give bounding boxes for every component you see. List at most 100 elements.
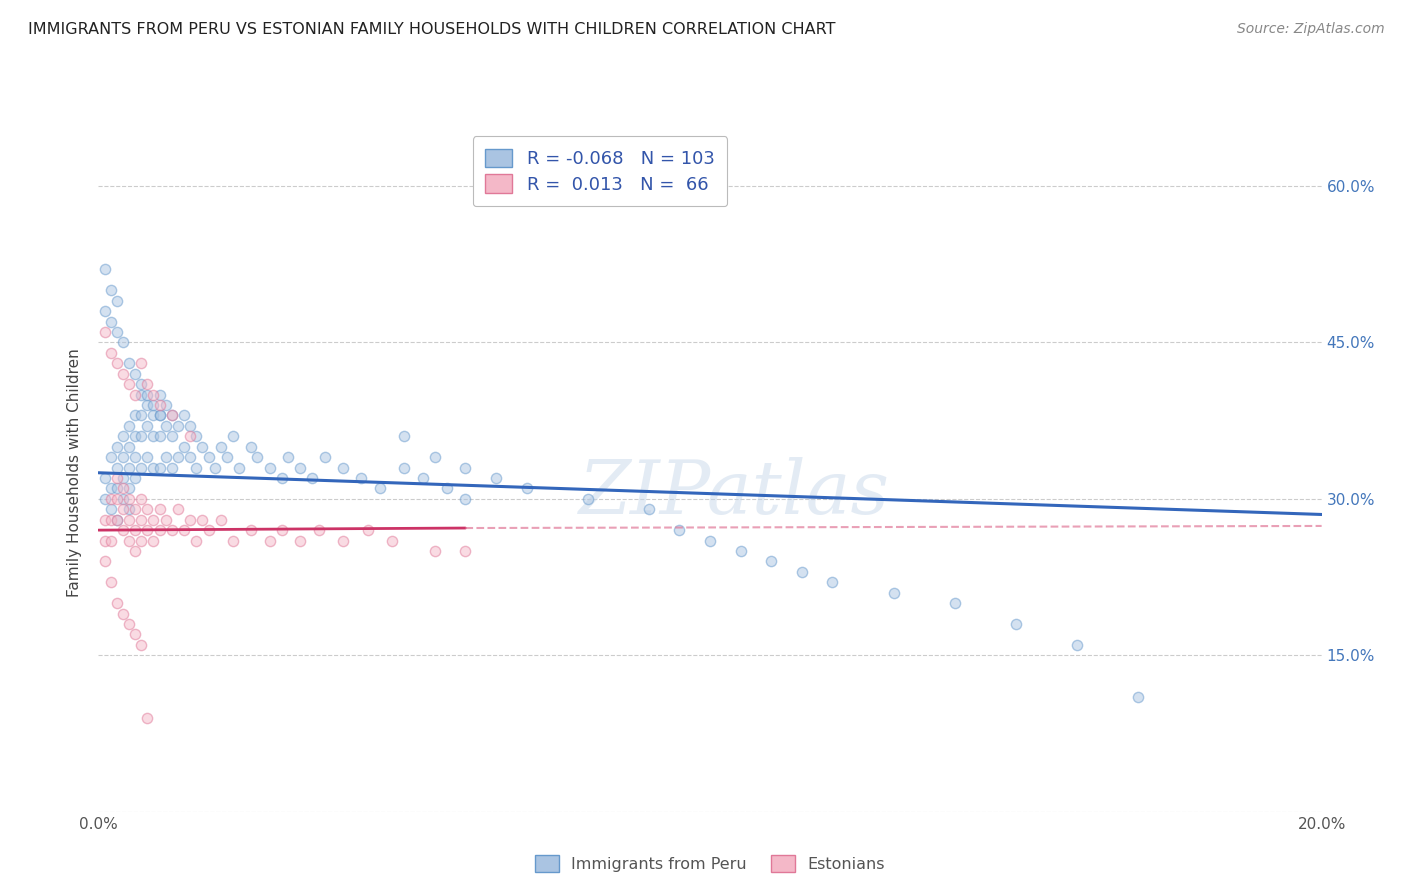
Point	[93, 533, 115, 548]
Point	[149, 502, 172, 516]
Point	[100, 346, 122, 360]
Point	[100, 513, 122, 527]
Point	[454, 460, 477, 475]
Point	[118, 533, 141, 548]
Point	[167, 502, 190, 516]
Point	[136, 450, 159, 464]
Point	[100, 491, 122, 506]
Point	[240, 440, 263, 454]
Point	[118, 482, 141, 496]
Point	[368, 482, 391, 496]
Point	[118, 502, 141, 516]
Point	[105, 491, 128, 506]
Legend: Immigrants from Peru, Estonians: Immigrants from Peru, Estonians	[529, 849, 891, 879]
Point	[160, 523, 183, 537]
Point	[124, 450, 146, 464]
Point	[129, 429, 152, 443]
Point	[228, 460, 250, 475]
Point	[100, 314, 122, 328]
Point	[100, 450, 122, 464]
Point	[118, 513, 141, 527]
Point	[516, 482, 538, 496]
Point	[149, 409, 172, 423]
Point	[129, 356, 152, 370]
Point	[118, 460, 141, 475]
Point	[436, 482, 458, 496]
Point	[105, 471, 128, 485]
Point	[204, 460, 226, 475]
Point	[308, 523, 330, 537]
Point	[100, 575, 122, 590]
Point	[943, 596, 966, 610]
Point	[730, 544, 752, 558]
Point	[118, 418, 141, 433]
Point	[118, 491, 141, 506]
Point	[149, 409, 172, 423]
Point	[222, 429, 245, 443]
Point	[124, 471, 146, 485]
Point	[149, 387, 172, 401]
Point	[1004, 617, 1026, 632]
Point	[215, 450, 238, 464]
Point	[270, 471, 292, 485]
Text: Source: ZipAtlas.com: Source: ZipAtlas.com	[1237, 22, 1385, 37]
Point	[129, 409, 152, 423]
Point	[105, 356, 128, 370]
Point	[160, 409, 183, 423]
Point	[259, 533, 281, 548]
Point	[111, 450, 134, 464]
Point	[197, 450, 219, 464]
Point	[149, 398, 172, 412]
Point	[118, 440, 141, 454]
Point	[136, 502, 159, 516]
Point	[179, 418, 201, 433]
Point	[100, 482, 122, 496]
Point	[93, 554, 115, 568]
Point	[129, 377, 152, 392]
Point	[173, 440, 195, 454]
Point	[129, 638, 152, 652]
Point	[155, 418, 177, 433]
Point	[105, 482, 128, 496]
Point	[124, 502, 146, 516]
Point	[142, 409, 165, 423]
Point	[160, 460, 183, 475]
Point	[160, 409, 183, 423]
Point	[821, 575, 844, 590]
Point	[111, 482, 134, 496]
Point	[246, 450, 269, 464]
Point	[191, 513, 214, 527]
Point	[105, 460, 128, 475]
Point	[93, 304, 115, 318]
Point	[124, 367, 146, 381]
Point	[149, 429, 172, 443]
Point	[93, 491, 115, 506]
Point	[454, 544, 477, 558]
Point	[129, 533, 152, 548]
Point	[136, 523, 159, 537]
Point	[350, 471, 373, 485]
Point	[240, 523, 263, 537]
Point	[129, 491, 152, 506]
Point	[105, 440, 128, 454]
Point	[136, 387, 159, 401]
Point	[124, 387, 146, 401]
Point	[759, 554, 782, 568]
Point	[111, 471, 134, 485]
Point	[111, 523, 134, 537]
Point	[118, 617, 141, 632]
Point	[167, 418, 190, 433]
Point	[124, 523, 146, 537]
Point	[118, 356, 141, 370]
Point	[111, 502, 134, 516]
Point	[381, 533, 404, 548]
Point	[186, 429, 208, 443]
Point	[105, 513, 128, 527]
Point	[105, 325, 128, 339]
Point	[1128, 690, 1150, 704]
Point	[290, 460, 312, 475]
Point	[124, 544, 146, 558]
Point	[93, 513, 115, 527]
Point	[155, 398, 177, 412]
Point	[149, 460, 172, 475]
